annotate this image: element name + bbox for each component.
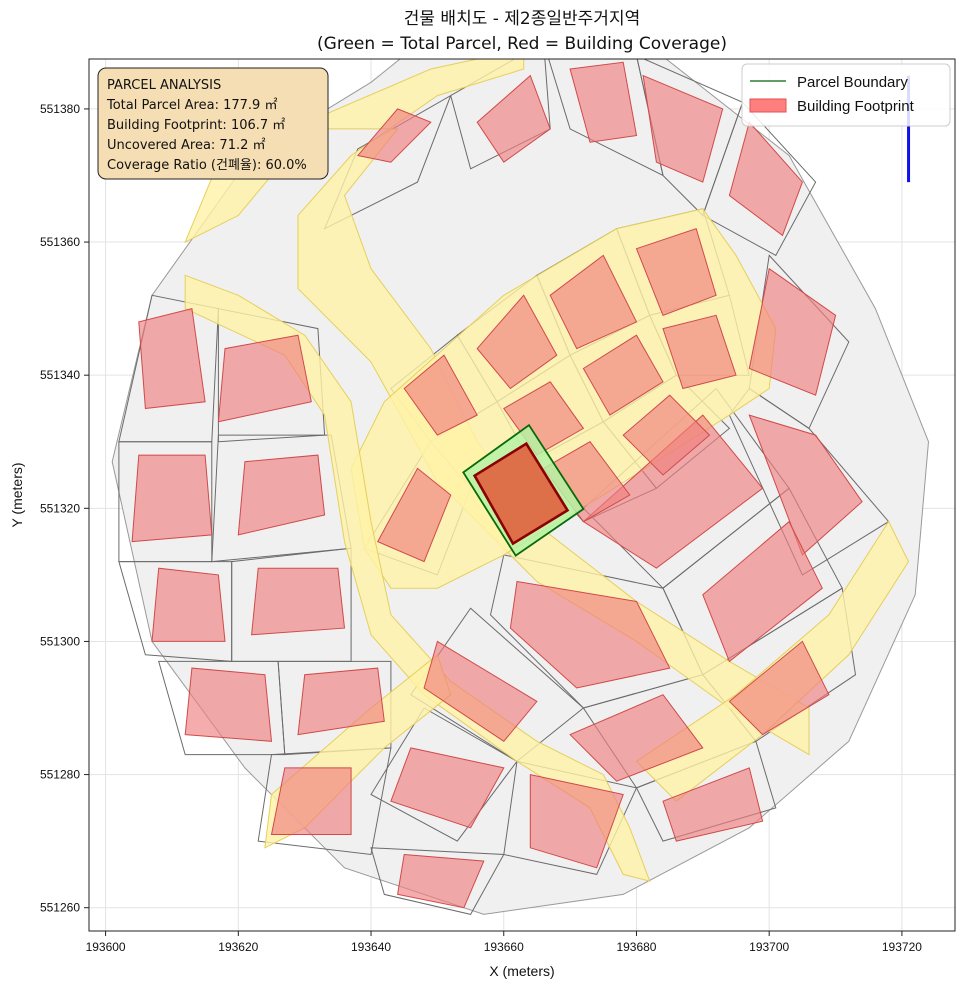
axis-ticks: 193600 193620 193640 193660 193680 193700 1937… (40, 102, 922, 954)
y-tick-label: 551280 (40, 768, 80, 782)
parcel-polygon (257, 747, 392, 856)
info-line-uncovered: Uncovered Area: 71.2 ㎡ (107, 138, 266, 153)
building-layer (131, 61, 863, 909)
building-footprint (237, 454, 326, 536)
building-footprint (702, 520, 823, 663)
y-tick-label: 551340 (40, 368, 80, 382)
building-footprint (184, 667, 273, 742)
building-footprint (748, 267, 837, 396)
x-tick-label: 193600 (86, 940, 126, 954)
y-axis-label: Y (meters) (9, 462, 25, 527)
x-tick-label: 193660 (484, 940, 524, 954)
building-footprint (642, 74, 724, 183)
building-footprint (569, 61, 638, 143)
info-line-total-area: Total Parcel Area: 177.9 ㎡ (106, 98, 277, 113)
legend-label-building-footprint: Building Footprint (797, 98, 915, 115)
info-line-heading: PARCEL ANALYSIS (107, 78, 221, 93)
building-footprint (728, 640, 830, 736)
legend: Parcel Boundary Building Footprint (741, 63, 951, 127)
y-tick-label: 551320 (40, 501, 80, 515)
building-footprint (270, 767, 352, 835)
building-footprint (476, 74, 551, 163)
building-footprint (376, 467, 452, 563)
building-footprint (635, 228, 717, 316)
building-footprint (569, 694, 704, 782)
building-footprint (151, 567, 226, 642)
building-footprint (748, 414, 863, 556)
y-tick-label: 551380 (40, 102, 80, 116)
info-line-coverage: Coverage Ratio (건폐율): 60.0% (107, 158, 307, 173)
building-footprint (403, 354, 478, 436)
chart-title: 건물 배치도 - 제2종일반주거지역 (404, 9, 640, 29)
parcel-polygon (370, 847, 505, 915)
building-footprint (423, 640, 538, 742)
chart-subtitle: (Green = Total Parcel, Red = Building Co… (317, 34, 727, 54)
legend-patch-building-footprint (749, 98, 787, 113)
building-footprint (622, 394, 711, 476)
building-footprint (662, 767, 764, 842)
x-tick-label: 193720 (882, 940, 922, 954)
x-tick-label: 193680 (616, 940, 656, 954)
parcel-polygon (370, 707, 518, 842)
building-footprint (728, 121, 803, 237)
building-footprint (356, 108, 432, 163)
building-footprint (217, 334, 312, 423)
x-tick-label: 193620 (218, 940, 258, 954)
building-footprint (397, 853, 485, 909)
building-footprint (529, 773, 624, 869)
y-tick-label: 551260 (40, 901, 80, 915)
legend-label-parcel-boundary: Parcel Boundary (797, 74, 908, 91)
x-tick-label: 193700 (749, 940, 789, 954)
building-footprint (476, 294, 558, 390)
target-building-footprint (472, 441, 570, 546)
x-axis-label: X (meters) (489, 963, 554, 979)
building-footprint (509, 580, 671, 689)
building-footprint (138, 307, 206, 410)
building-footprint (251, 567, 346, 636)
info-line-footprint: Building Footprint: 106.7 ㎡ (107, 118, 285, 133)
parcel-polygon (217, 307, 326, 443)
building-footprint (390, 747, 505, 829)
x-tick-label: 193640 (351, 940, 391, 954)
road-east-road (635, 520, 910, 802)
building-footprint (582, 334, 664, 416)
y-tick-label: 551300 (40, 634, 80, 648)
building-footprint (549, 254, 638, 350)
building-footprint (297, 667, 385, 736)
parcel-polygon (702, 101, 817, 257)
y-tick-label: 551360 (40, 235, 80, 249)
plot-frame (88, 58, 956, 932)
building-footprint (131, 454, 213, 543)
info-box: PARCEL ANALYSIS Total Parcel Area: 177.9… (97, 67, 329, 180)
building-footprint (662, 314, 737, 390)
